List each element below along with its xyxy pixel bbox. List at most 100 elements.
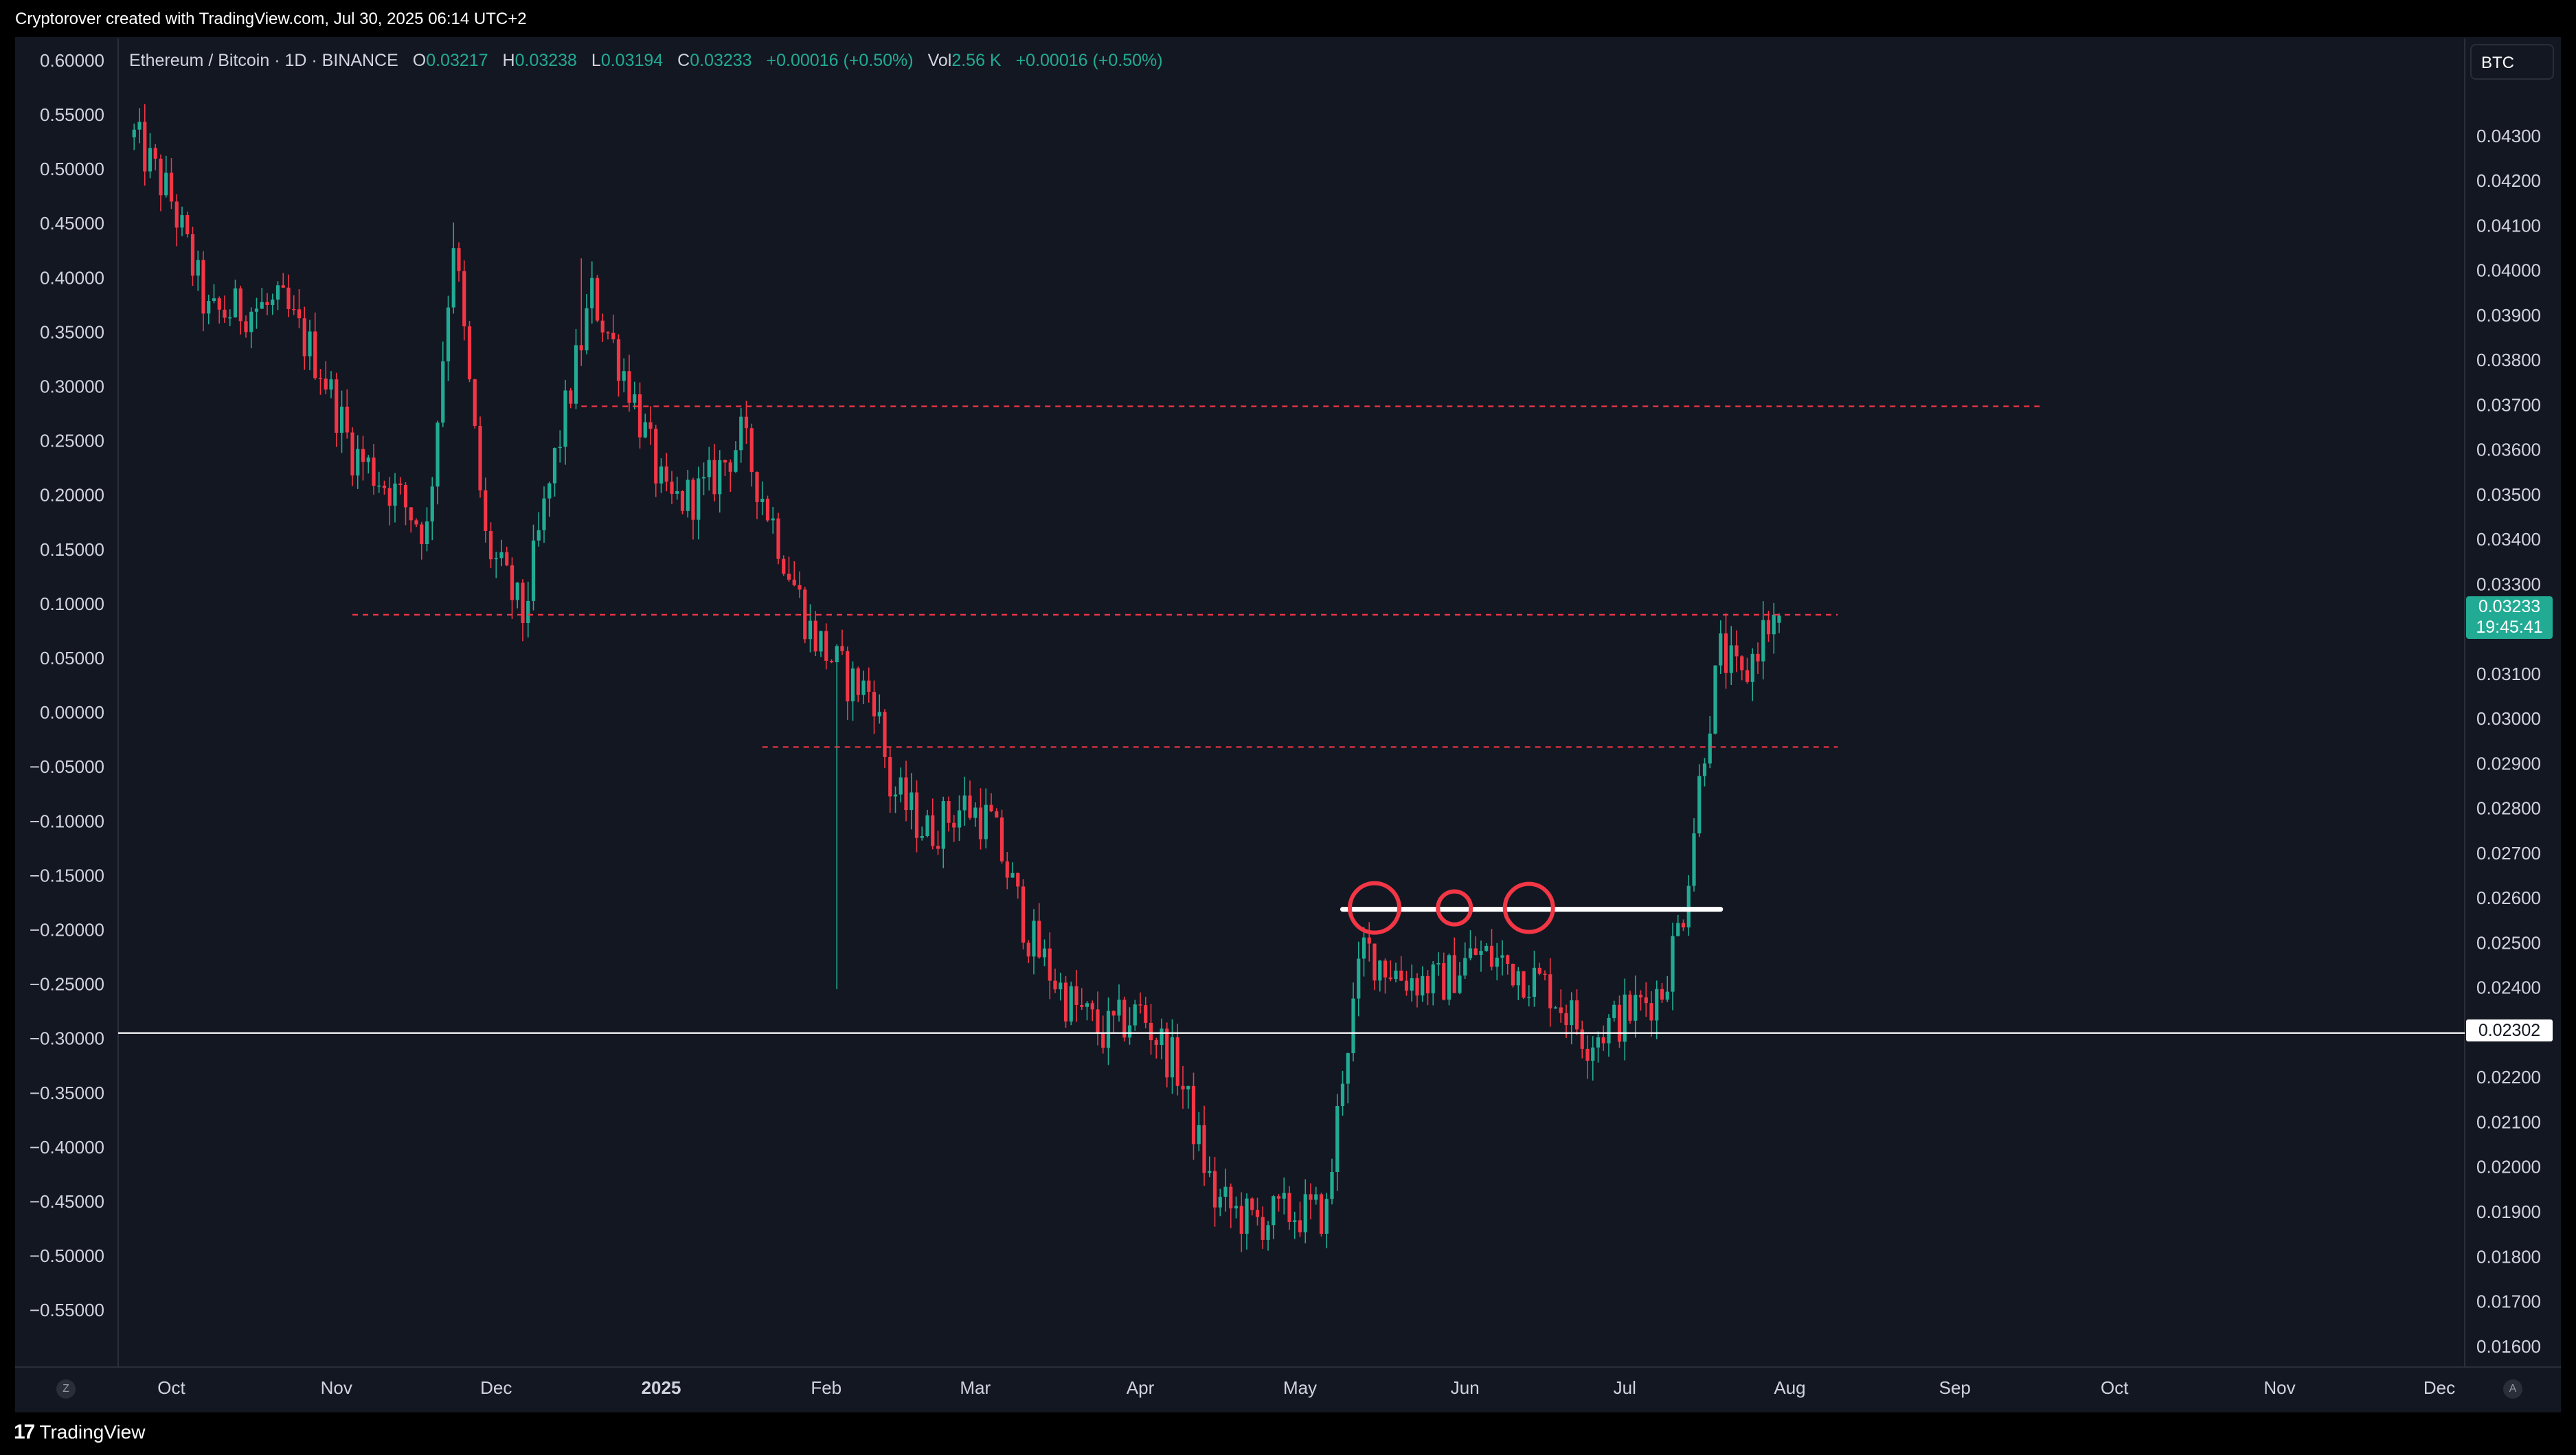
candle-body [1042,948,1047,958]
candle-body [622,371,626,381]
candle-body [995,811,999,818]
candle-body [542,498,546,530]
candle-body [265,302,269,305]
candle-body [494,558,498,560]
candle-body [446,307,451,362]
candle-body [207,301,211,314]
candle-body [819,631,823,652]
candle-body [1016,872,1020,887]
candle-body [883,712,887,757]
candle-body [1096,1009,1100,1033]
candle-body [1239,1206,1243,1234]
candle-body [1574,1000,1579,1030]
candle-body [1111,1011,1116,1016]
left-tick-label: −0.55000 [30,1300,104,1320]
time-axis[interactable]: Oct Nov Dec 2025 Feb Mar Apr May Jun Jul Aug Sep Oct… [157,1377,2455,1398]
candle-body [829,660,834,663]
candle-body [1218,1197,1222,1208]
candle-body [531,540,536,601]
right-tick-label: 0.02500 [2476,932,2541,953]
candle-body [877,712,881,717]
candle-body [637,394,642,438]
candle-body [1021,886,1026,943]
candle-body [1175,1037,1179,1086]
candle-body [302,318,306,357]
candle-body [1340,1083,1345,1106]
chart-credit: Cryptorover created with TradingView.com… [15,10,527,28]
brand-name: TradingView [39,1421,146,1443]
candle-body [1037,921,1041,958]
bar-countdown: 19:45:41 [2476,618,2543,637]
candle-body [1724,633,1728,673]
candle-body [1399,970,1403,981]
candle-body [1282,1193,1286,1199]
high-key: H [502,51,515,70]
candle-body [1708,733,1712,764]
candle-body [1197,1125,1201,1144]
candle-body [1750,653,1754,682]
time-tick-label: Sep [1939,1377,1971,1398]
candle-body [1527,996,1531,998]
candle-body [409,507,413,521]
candle-body [132,129,136,137]
candle-body [909,792,914,811]
candle-body [1777,616,1781,623]
candle-body [744,416,749,429]
low-value: 0.03194 [600,51,664,70]
candle-body [968,796,972,818]
candle-body [254,308,259,312]
candle-body [1276,1196,1281,1199]
current-price-label: 0.03233 19:45:41 [2466,596,2553,639]
time-tick-label: Oct [157,1377,185,1398]
candle-body [1442,962,1446,1000]
chart-panel[interactable] [15,37,2561,1412]
left-tick-label: −0.15000 [30,865,104,886]
candle-body [366,458,370,462]
candle-body [962,796,967,811]
right-tick-label: 0.02000 [2476,1157,2541,1177]
zoom-reset-button[interactable]: Z [56,1379,76,1399]
left-tick-label: 0.35000 [40,322,104,342]
candle-body [984,804,988,839]
auto-scale-button[interactable]: A [2503,1379,2522,1399]
candle-body [372,458,376,486]
candle-body [1628,994,1632,1021]
candle-body [675,490,679,494]
right-tick-label: 0.01900 [2476,1202,2541,1222]
candle-body [164,172,168,196]
candle-body [1127,1025,1132,1038]
candle-body [893,794,898,797]
candle-body [271,300,275,305]
candle-body [1388,977,1392,980]
candle-body [1532,967,1537,997]
ohlc-legend: Ethereum / Bitcoin · 1D · BINANCE O0.032… [129,51,1163,71]
currency-button[interactable]: BTC [2470,44,2554,80]
current-price: 0.03233 [2478,597,2541,616]
symbol-title[interactable]: Ethereum / Bitcoin · 1D · BINANCE [129,51,398,70]
candle-body [931,815,935,846]
candle-body [1202,1125,1206,1173]
candle-body [1266,1225,1270,1240]
candle-body [1447,955,1451,1000]
time-tick-label: Dec [480,1377,512,1398]
candle-body [462,271,466,327]
candle-body [643,422,647,438]
candle-body [212,298,216,302]
tradingview-logo[interactable]: 17 TradingView [14,1421,145,1444]
candle-body [1479,951,1483,955]
candle-body [356,449,360,476]
right-price-axis[interactable]: 0.04300 0.04200 0.04100 0.04000 0.03900 0.038… [2476,126,2541,1357]
candle-body [1553,1007,1558,1008]
candle-body [1713,665,1717,734]
left-tick-label: 0.25000 [40,431,104,451]
candle-body [585,308,589,350]
candle-body [734,450,738,472]
candle-body [478,425,482,490]
candle-body [1735,645,1739,657]
candle-body [1740,656,1744,670]
candle-body [1655,989,1659,1021]
candle-body [1425,975,1430,993]
candle-body [803,589,807,640]
candle-body [707,460,711,477]
